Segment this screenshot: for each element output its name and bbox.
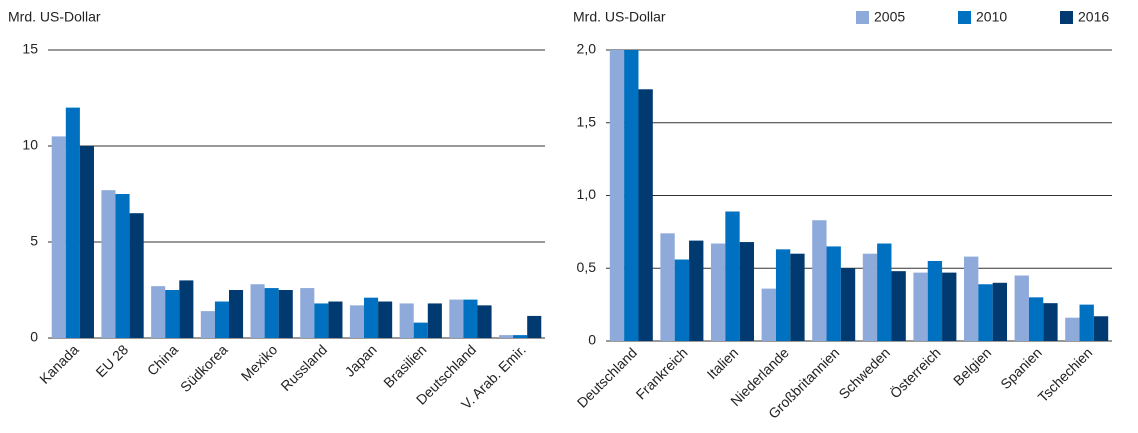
bar (660, 233, 675, 341)
x-tick-label: Südkorea (177, 341, 231, 395)
y-tick-label: 0,5 (577, 259, 597, 275)
bar (1014, 275, 1029, 341)
bar (250, 284, 265, 338)
legend-swatch (1060, 11, 1073, 24)
bar (840, 268, 856, 341)
bar (449, 299, 464, 338)
y-axis-label: Mrd. US-Dollar (573, 9, 666, 25)
bar (129, 213, 144, 338)
bar (1028, 297, 1044, 341)
bar (328, 301, 343, 338)
bar (228, 290, 244, 338)
x-tick-label: Japan (341, 341, 379, 379)
x-tick-label: Österreich (886, 344, 944, 402)
bar (638, 89, 653, 341)
bar (278, 290, 293, 338)
bar (79, 146, 94, 338)
bar (513, 335, 528, 338)
x-tick-label: Frankreich (633, 344, 691, 402)
bar (378, 301, 393, 338)
bar (1065, 317, 1080, 341)
bar (624, 50, 639, 341)
bar (165, 290, 180, 338)
x-tick-label: Mexiko (238, 341, 281, 384)
bar (609, 50, 625, 341)
bar (101, 190, 116, 338)
x-tick-label: Schweden (835, 344, 893, 402)
bars (609, 50, 1109, 341)
bar (891, 271, 906, 341)
y-tick-label: 1,0 (577, 186, 597, 202)
y-tick-label: 15 (22, 41, 38, 57)
bar (65, 107, 80, 338)
bar (739, 242, 755, 341)
legend-swatch (958, 11, 971, 24)
bar (527, 315, 542, 338)
x-tick-label: Italien (704, 344, 742, 382)
x-tick-label: Brasilien (380, 341, 429, 390)
bar (812, 220, 827, 341)
bar (51, 136, 66, 338)
x-tick-label: China (144, 341, 181, 378)
bar (942, 272, 957, 341)
y-tick-label: 0 (588, 332, 596, 348)
y-tick-label: 0 (30, 329, 38, 345)
bar (115, 194, 130, 338)
y-tick-label: 1,5 (577, 113, 597, 129)
y-tick-label: 2,0 (577, 41, 597, 57)
bar (427, 303, 442, 338)
bar (200, 311, 215, 338)
bar (761, 288, 776, 341)
x-tick-label: Spanien (997, 344, 1045, 392)
bar (300, 288, 315, 338)
legend-label: 2010 (976, 9, 1007, 25)
x-tick-label: Russland (277, 341, 330, 394)
bar (963, 256, 979, 341)
x-tick-label: Kanada (36, 341, 82, 387)
bars (51, 107, 542, 338)
bar (710, 243, 726, 341)
bar (862, 253, 878, 341)
legend-label: 2005 (874, 9, 905, 25)
bar (413, 322, 428, 338)
bar (1079, 304, 1094, 341)
bar (364, 297, 379, 338)
bar (913, 272, 928, 341)
bar (214, 301, 229, 338)
y-tick-label: 10 (22, 137, 38, 153)
bar (790, 253, 805, 341)
bar (877, 243, 892, 341)
bar (775, 249, 791, 341)
bar (674, 259, 690, 341)
bar (978, 284, 993, 341)
y-tick-label: 5 (30, 233, 38, 249)
legend-swatch (856, 11, 869, 24)
bar (992, 282, 1008, 341)
bar (399, 303, 414, 338)
x-tick-label: EU 28 (92, 341, 131, 380)
x-tick-label: Deutschland (574, 344, 640, 410)
bar (927, 260, 943, 341)
bar (264, 288, 279, 338)
bar (151, 286, 166, 338)
x-tick-label: Tschechien (1035, 344, 1096, 405)
bar (1043, 303, 1058, 341)
bar (314, 303, 329, 338)
bar (725, 211, 740, 341)
bar (499, 335, 514, 338)
bar (179, 280, 194, 338)
bar (1093, 316, 1109, 341)
x-tick-label: Belgien (950, 344, 994, 388)
legend-label: 2016 (1078, 9, 1109, 25)
bar (477, 305, 492, 338)
bar (349, 305, 365, 338)
y-axis-label: Mrd. US-Dollar (8, 9, 101, 25)
bar (689, 240, 704, 341)
bar (826, 246, 841, 341)
bar (463, 299, 478, 338)
